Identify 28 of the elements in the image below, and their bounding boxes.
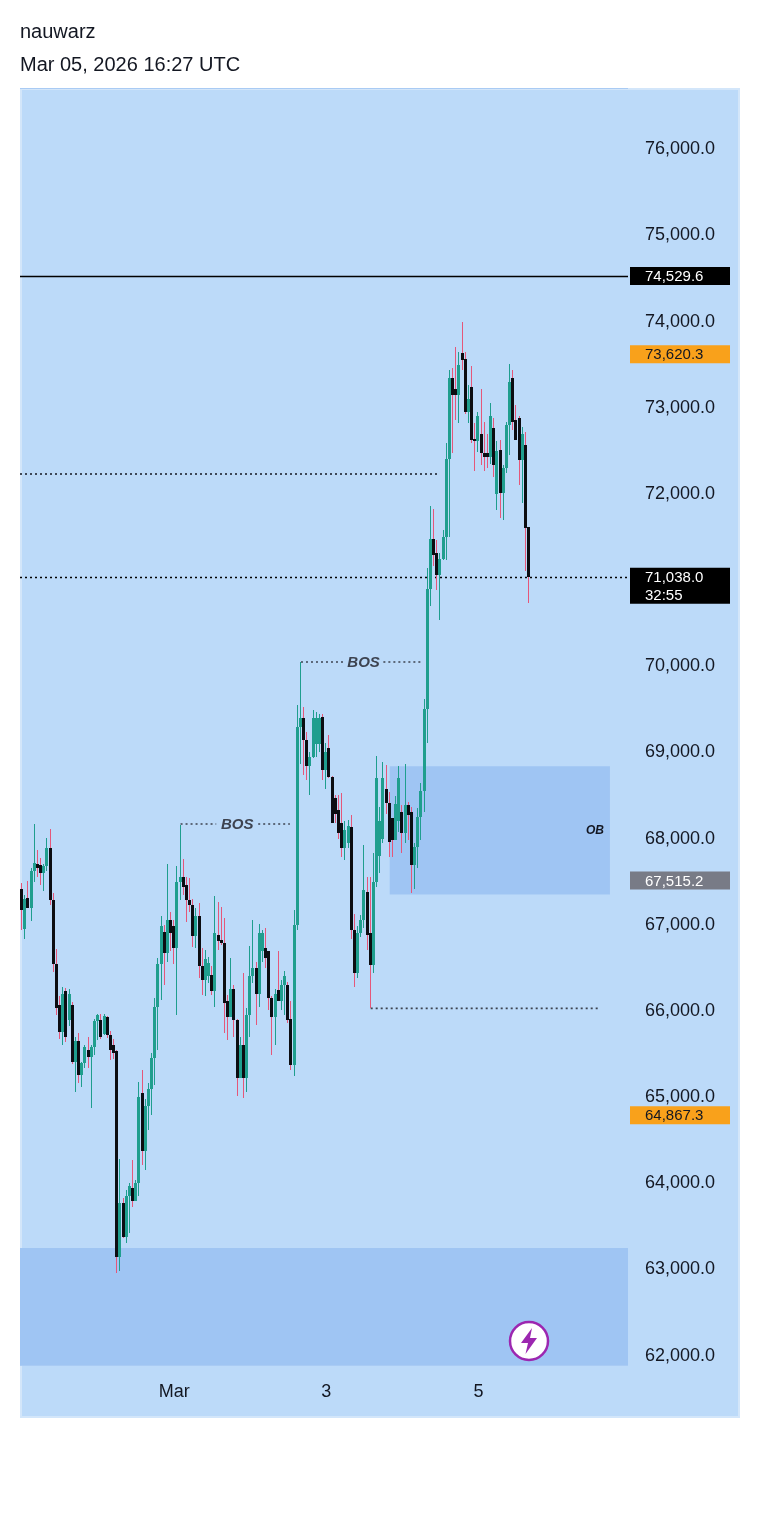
y-tick-label: 65,000.0 <box>645 1086 716 1107</box>
y-tick-label: 66,000.0 <box>645 999 716 1020</box>
y-tick-label: 76,000.0 <box>645 138 716 159</box>
chart-subtitle: Mar 05, 2026 16:27 UTC <box>20 52 241 77</box>
text: 64,867.3 <box>645 1106 704 1124</box>
text: 73,620.3 <box>645 345 704 363</box>
y-tick-label: 74,000.0 <box>645 310 716 331</box>
x-tick-label: 5 <box>473 1380 484 1401</box>
text: 67,515.2 <box>645 871 704 889</box>
y-tick-label: 75,000.0 <box>645 224 716 245</box>
y-tick-label: 72,000.0 <box>645 482 716 503</box>
candlestick <box>454 347 457 420</box>
annotation: BOS <box>220 815 254 833</box>
y-tick-label: 73,000.0 <box>645 396 716 417</box>
chart-title: nauwarz <box>20 19 96 44</box>
y-tick-label: 70,000.0 <box>645 655 716 676</box>
y-tick-label: 67,000.0 <box>645 913 716 934</box>
ref-line-label: 74,529.6 <box>645 267 704 285</box>
y-tick-label: 63,000.0 <box>645 1258 716 1279</box>
annotation: BOS <box>347 653 380 671</box>
x-tick-label: Mar <box>158 1380 190 1401</box>
y-tick-label: 64,000.0 <box>645 1172 716 1193</box>
y-tick-label: 68,000.0 <box>645 827 716 848</box>
x-tick-label: 3 <box>321 1380 332 1401</box>
y-tick-label: 69,000.0 <box>645 741 716 762</box>
y-tick-label: 62,000.0 <box>645 1344 716 1365</box>
ref-line-label: 71,038.0 32:55 <box>645 567 704 603</box>
annotation: OB <box>585 822 605 837</box>
